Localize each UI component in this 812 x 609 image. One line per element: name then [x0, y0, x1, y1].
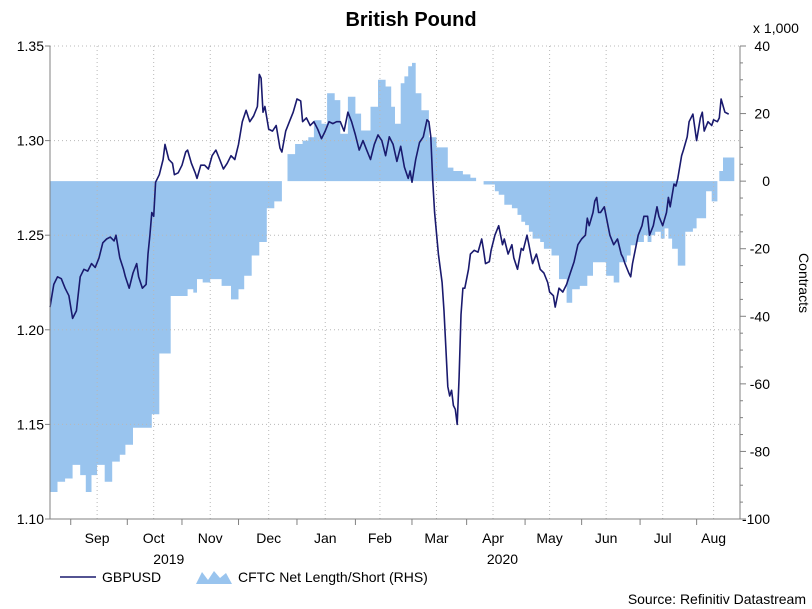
month-label: Oct — [143, 530, 165, 546]
right-tick-label: 0 — [762, 173, 770, 189]
axes: 1.10 1.15 1.20 1.25 1.30 1.35 -100 -80 -60 -40 -20… — [17, 38, 770, 567]
month-label: Dec — [256, 530, 281, 546]
right-tick-label: -100 — [742, 511, 770, 527]
month-label: Feb — [368, 530, 392, 546]
month-label: May — [536, 530, 562, 546]
right-tick-label: -80 — [750, 443, 770, 459]
month-label: Sep — [85, 530, 110, 546]
legend-gbpusd-label: GBPUSD — [102, 569, 161, 585]
right-tick-label: -20 — [750, 241, 770, 257]
left-tick-label: 1.25 — [17, 227, 44, 243]
left-tick-label: 1.20 — [17, 322, 44, 338]
legend-cftc-label: CFTC Net Length/Short (RHS) — [238, 569, 428, 585]
right-tick-label: 20 — [754, 106, 770, 122]
left-tick-label: 1.35 — [17, 38, 44, 54]
cftc-area-layer — [50, 62, 735, 493]
left-tick-label: 1.10 — [17, 511, 44, 527]
source-note: Source: Refinitiv Datastream — [628, 591, 806, 607]
cftc-net-area — [50, 62, 735, 493]
right-tick-label: -60 — [750, 376, 770, 392]
left-tick-label: 1.30 — [17, 133, 44, 149]
gbpusd-line-layer — [49, 73, 730, 426]
month-label: Nov — [198, 530, 223, 546]
right-tick-label: -40 — [750, 308, 770, 324]
legend-cftc-swatch — [196, 571, 232, 584]
month-label: Mar — [424, 530, 448, 546]
right-axis-label: Contracts — [796, 253, 812, 313]
month-label: Jun — [595, 530, 618, 546]
month-label: Aug — [701, 530, 726, 546]
gbpusd-line — [49, 73, 730, 426]
month-label: Apr — [482, 530, 504, 546]
left-tick-label: 1.15 — [17, 416, 44, 432]
right-axis-multiplier-label: x 1,000 — [753, 20, 799, 36]
chart-title: British Pound — [345, 9, 476, 31]
month-label: Jul — [654, 530, 672, 546]
year-label: 2020 — [487, 551, 518, 567]
month-label: Jan — [314, 530, 337, 546]
year-label: 2019 — [153, 551, 184, 567]
right-tick-label: 40 — [754, 38, 770, 54]
gridlines — [50, 45, 740, 519]
legend: GBPUSD CFTC Net Length/Short (RHS) — [60, 569, 428, 585]
